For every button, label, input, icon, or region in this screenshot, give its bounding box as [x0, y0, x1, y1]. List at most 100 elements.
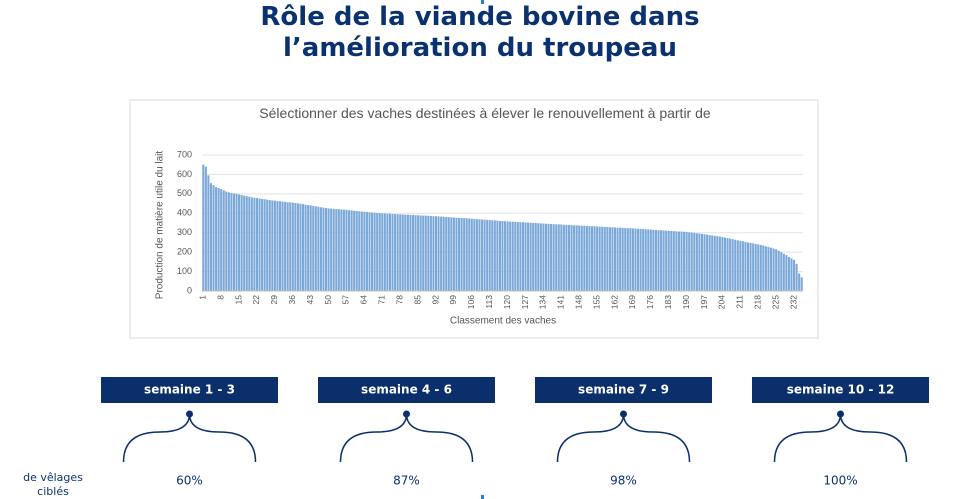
bar	[363, 211, 366, 291]
bar	[567, 224, 571, 291]
bar	[629, 228, 632, 291]
bar	[261, 198, 264, 291]
bar	[590, 226, 594, 291]
bar	[736, 240, 739, 291]
x-tick-label: 190	[681, 295, 691, 309]
bar	[289, 202, 292, 291]
bar	[516, 222, 519, 291]
x-tick-label: 50	[323, 295, 333, 305]
x-tick-label: 85	[412, 295, 422, 305]
bar	[424, 215, 427, 291]
bar	[202, 164, 205, 291]
phase-label: semaine 1 - 3	[144, 383, 235, 397]
bar	[746, 242, 750, 291]
bar	[491, 220, 494, 291]
bar	[547, 223, 550, 291]
bar	[381, 213, 384, 291]
bar	[575, 225, 578, 291]
bar	[509, 221, 512, 291]
bar	[608, 227, 611, 291]
y-tick-label: 500	[177, 188, 192, 198]
bar	[458, 217, 461, 291]
bar	[741, 241, 744, 291]
bar	[406, 214, 409, 291]
bar	[749, 242, 752, 291]
bar	[780, 252, 783, 291]
bar	[800, 277, 803, 291]
bar	[552, 224, 555, 291]
bar	[611, 227, 614, 291]
bar	[391, 213, 394, 291]
bar	[585, 225, 588, 291]
bar	[447, 217, 450, 291]
bar	[514, 221, 517, 291]
brace	[556, 413, 691, 463]
bar	[358, 211, 361, 291]
phase-box	[752, 377, 929, 403]
bar	[767, 246, 770, 291]
bar	[539, 223, 542, 291]
y-tick-label: 0	[187, 285, 192, 295]
bar	[215, 187, 218, 291]
bar	[498, 220, 501, 291]
x-tick-label: 43	[305, 295, 315, 305]
bar	[440, 216, 443, 291]
bar	[583, 225, 586, 291]
bar	[785, 255, 788, 291]
bar	[348, 210, 351, 291]
bar	[450, 217, 453, 291]
bar	[562, 224, 565, 291]
bar	[235, 193, 238, 291]
x-tick-label: 204	[717, 295, 727, 309]
bar	[721, 236, 724, 291]
bar	[580, 225, 583, 291]
bar	[723, 237, 727, 291]
y-tick-label: 300	[177, 227, 192, 237]
bar	[386, 213, 389, 291]
bar	[626, 228, 629, 291]
row-label: de vêlages ciblés	[23, 471, 83, 498]
bar	[309, 205, 312, 291]
bar	[327, 208, 330, 291]
bar	[473, 218, 476, 291]
bar	[506, 221, 509, 291]
bar	[452, 217, 455, 291]
bar	[757, 244, 760, 291]
bar	[314, 206, 317, 291]
bar	[317, 206, 320, 291]
bar	[621, 227, 624, 291]
x-tick-label: 232	[788, 295, 798, 309]
bar	[731, 239, 734, 291]
bar	[606, 227, 609, 291]
bar	[388, 213, 391, 291]
bar	[404, 214, 407, 291]
bar	[230, 192, 233, 291]
bar	[396, 214, 399, 291]
bar	[401, 214, 404, 291]
bar	[532, 223, 535, 291]
bar	[294, 202, 297, 291]
bar	[795, 263, 798, 291]
bar	[291, 202, 294, 291]
bar	[711, 235, 714, 291]
bar	[557, 224, 560, 291]
bar	[616, 227, 619, 291]
bar	[365, 211, 368, 291]
bar	[207, 175, 210, 291]
bar	[706, 234, 709, 291]
x-tick-label: 99	[448, 295, 458, 305]
bar	[588, 226, 591, 291]
x-tick-label: 176	[645, 295, 655, 309]
bar	[332, 208, 335, 291]
bar	[527, 222, 530, 291]
bar	[232, 193, 235, 291]
bar	[345, 209, 348, 291]
bar	[614, 227, 617, 291]
y-tick-label: 200	[177, 247, 192, 257]
x-tick-label: 36	[287, 295, 297, 305]
bar	[481, 219, 484, 291]
x-tick-label: 120	[502, 295, 512, 309]
bar	[475, 219, 478, 291]
x-tick-label: 8	[215, 295, 225, 300]
bar	[463, 218, 466, 291]
